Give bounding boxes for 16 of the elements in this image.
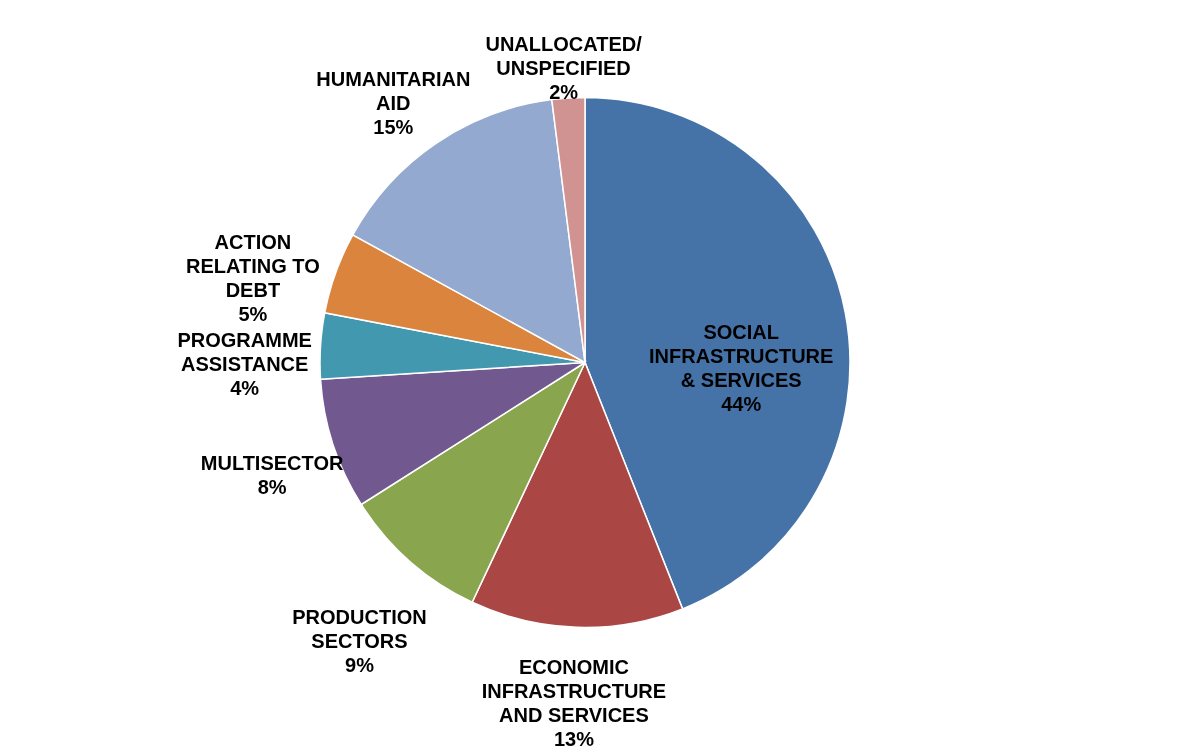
data-label: 4% <box>230 377 260 400</box>
slice-label: UNALLOCATED/ UNSPECIFIED <box>485 33 643 79</box>
slice-label: MULTISECTOR <box>200 452 344 475</box>
data-label: 44% <box>721 392 762 415</box>
data-label: 8% <box>257 476 287 499</box>
data-label: 2% <box>549 81 579 103</box>
slice-label: SOCIAL INFRASTRUCTURE & SERVICES <box>648 320 834 391</box>
data-label: 15% <box>373 116 414 139</box>
slice-label: PROGRAMME ASSISTANCE <box>177 329 312 376</box>
slice-label: PRODUCTION SECTORS <box>292 606 427 653</box>
slice-label: ECONOMIC INFRASTRUCTURE AND SERVICES <box>481 656 667 726</box>
slice-label: HUMANITARIAN AID <box>316 68 471 115</box>
data-label: 9% <box>345 654 375 677</box>
slice-label: ACTION RELATING TO DEBT <box>186 230 320 301</box>
data-label: 13% <box>553 728 595 750</box>
data-label: 5% <box>238 302 268 325</box>
